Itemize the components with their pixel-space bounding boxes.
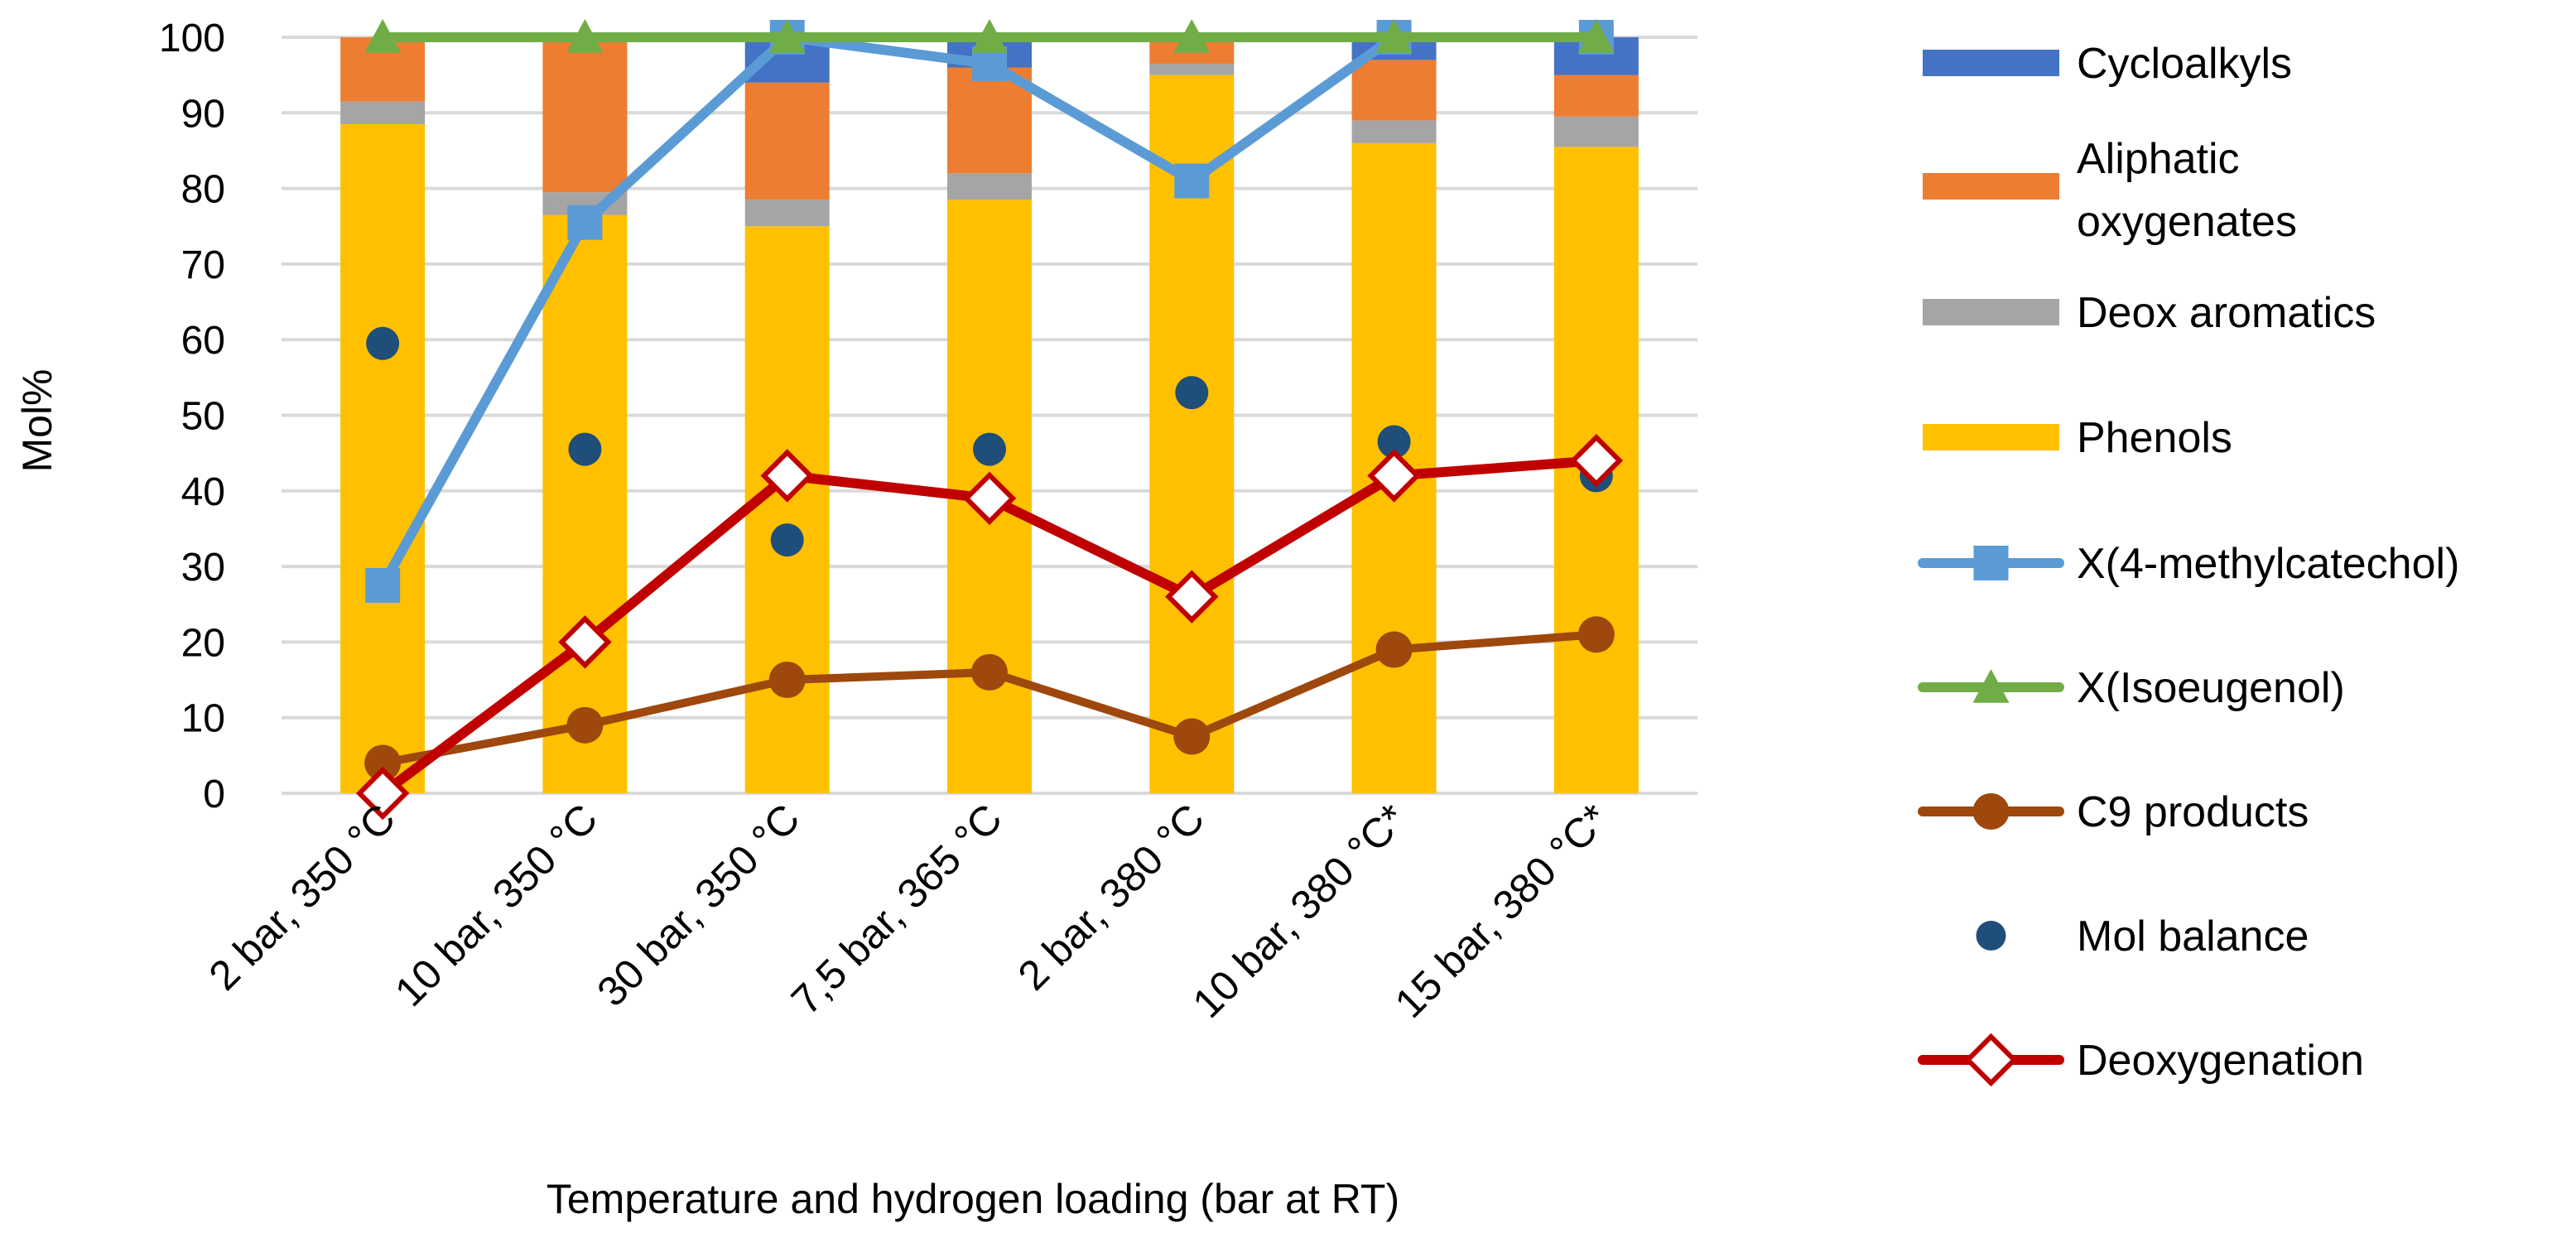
legend-label-c9-products: C9 products: [2077, 788, 2309, 836]
y-tick-label-80: 80: [181, 168, 225, 212]
y-tick-label-30: 30: [181, 546, 225, 590]
marker-x-isoeugenol-6: [1577, 19, 1615, 53]
bar-aliphatic-oxygenates-5: [1351, 60, 1437, 121]
y-tick-label-100: 100: [159, 17, 225, 60]
legend-swatch-cycloalkyls: [1923, 50, 2059, 76]
marker-deoxygenation-5: [1367, 449, 1421, 503]
y-tick-label-0: 0: [203, 773, 225, 816]
x-tick-label-4: 2 bar, 380 °C: [1009, 795, 1213, 999]
bar-deox-aromatics-5: [1351, 120, 1437, 143]
marker-deoxygenation-6: [1569, 434, 1624, 488]
legend-label-x-isoeugenol: X(Isoeugenol): [2077, 664, 2345, 712]
point-mol-balance-0: [366, 326, 400, 360]
point-mol-balance-5: [1377, 425, 1411, 459]
bar-deox-aromatics-4: [1149, 63, 1235, 75]
marker-x-4-methylcatechol-1: [567, 205, 603, 240]
marker-c9-products-4: [1173, 718, 1211, 755]
bar-phenols-1: [542, 214, 628, 793]
bar-aliphatic-oxygenates-2: [744, 82, 830, 200]
x-tick-label-3: 7,5 bar, 365 °C: [782, 795, 1011, 1023]
bar-deox-aromatics-3: [947, 173, 1032, 200]
marker-x-isoeugenol-5: [1375, 19, 1413, 53]
point-mol-balance-3: [973, 432, 1006, 466]
marker-deoxygenation-0: [355, 766, 410, 821]
marker-x-isoeugenol-1: [566, 19, 604, 53]
legend-item-phenols: Phenols: [1923, 414, 2232, 462]
x-tick-label-5: 10 bar, 380 °C*: [1184, 795, 1416, 1027]
marker-c9-products-2: [768, 662, 806, 699]
y-tick-label-90: 90: [181, 92, 225, 136]
point-mol-balance-4: [1175, 376, 1209, 410]
legend-marker-mol-balance: [1976, 921, 2006, 951]
marker-deoxygenation-4: [1165, 570, 1219, 624]
x-tick-label-1: 10 bar, 350 °C: [386, 795, 606, 1015]
marker-deoxygenation-3: [962, 471, 1017, 526]
x-axis-ticks: 2 bar, 350 °C10 bar, 350 °C30 bar, 350 °…: [200, 795, 1618, 1027]
legend-label-aliphatic-oxygenates: Aliphatic oxygenates: [2077, 135, 2297, 246]
marker-x-isoeugenol-0: [364, 19, 402, 53]
point-mol-balance-2: [770, 523, 804, 557]
bar-aliphatic-oxygenates-1: [542, 37, 628, 193]
y-tick-label-10: 10: [181, 697, 225, 741]
legend-marker-c9-products: [1972, 793, 2010, 830]
legend-label-mol-balance: Mol balance: [2077, 912, 2309, 961]
legend-label-cycloalkyls: Cycloalkyls: [2077, 40, 2292, 88]
legend-swatch-deox-aromatics: [1923, 299, 2059, 325]
line-series: [355, 19, 1624, 821]
legend-label-deox-aromatics: Deox aromatics: [2077, 289, 2376, 337]
legend-item-x-isoeugenol: X(Isoeugenol): [1918, 664, 2345, 712]
legend-item-deoxygenation: Deoxygenation: [1918, 1033, 2364, 1087]
legend-label-deoxygenation: Deoxygenation: [2077, 1037, 2364, 1085]
marker-x-isoeugenol-4: [1173, 19, 1211, 53]
y-tick-label-60: 60: [181, 319, 225, 363]
bar-deox-aromatics-0: [340, 101, 426, 124]
y-axis-label: Mol%: [14, 368, 60, 472]
y-axis-ticks: 0 10 20 30 40 50 60 70 80 90 100: [159, 17, 225, 816]
legend-item-deox-aromatics: Deox aromatics: [1923, 289, 2376, 337]
marker-x-isoeugenol-2: [768, 19, 806, 53]
bar-phenols-0: [340, 123, 426, 793]
marker-x-isoeugenol-3: [971, 19, 1008, 53]
legend-item-mol-balance: Mol balance: [1976, 912, 2309, 961]
point-mol-balance-1: [568, 432, 602, 466]
marker-deoxygenation-2: [760, 449, 814, 503]
marker-c9-products-5: [1375, 631, 1413, 668]
legend-swatch-phenols: [1923, 424, 2059, 450]
legend: Cycloalkyls Aliphatic oxygenates Deox aroma…: [1918, 40, 2459, 1087]
bar-deox-aromatics-6: [1553, 116, 1639, 147]
legend-item-x-4-methylcatechol: X(4-methylcatechol): [1918, 540, 2459, 588]
x-tick-label-2: 30 bar, 350 °C: [588, 795, 808, 1015]
y-tick-label-20: 20: [181, 621, 225, 665]
legend-label-x-4-methylcatechol: X(4-methylcatechol): [2077, 540, 2459, 588]
legend-marker-x-isoeugenol: [1972, 669, 2010, 703]
x-tick-label-6: 15 bar, 380 °C*: [1386, 795, 1618, 1027]
legend-item-aliphatic-oxygenates: Aliphatic oxygenates: [1923, 135, 2297, 246]
marker-c9-products-0: [364, 744, 402, 782]
x-tick-label-0: 2 bar, 350 °C: [200, 795, 404, 999]
y-tick-label-50: 50: [181, 395, 225, 439]
marker-deoxygenation-1: [558, 615, 612, 669]
bar-deox-aromatics-2: [744, 200, 830, 227]
bar-aliphatic-oxygenates-6: [1553, 75, 1639, 117]
legend-marker-x-4-methylcatechol: [1973, 546, 2009, 580]
y-tick-label-70: 70: [181, 243, 225, 287]
legend-label-phenols: Phenols: [2077, 414, 2232, 462]
legend-item-c9-products: C9 products: [1918, 788, 2309, 836]
y-tick-label-40: 40: [181, 470, 225, 514]
bar-phenols-2: [744, 226, 830, 793]
stacked-bars: [340, 37, 1639, 794]
marker-x-4-methylcatechol-4: [1174, 163, 1210, 199]
legend-swatch-aliphatic-oxygenates: [1923, 173, 2059, 200]
marker-c9-products-1: [566, 706, 604, 744]
legend-item-cycloalkyls: Cycloalkyls: [1923, 40, 2292, 88]
marker-c9-products-3: [971, 653, 1008, 691]
legend-marker-deoxygenation: [1964, 1033, 2018, 1087]
marker-x-4-methylcatechol-0: [365, 567, 401, 603]
x-axis-label: Temperature and hydrogen loading (bar at…: [546, 1176, 1399, 1222]
marker-c9-products-6: [1577, 616, 1615, 653]
